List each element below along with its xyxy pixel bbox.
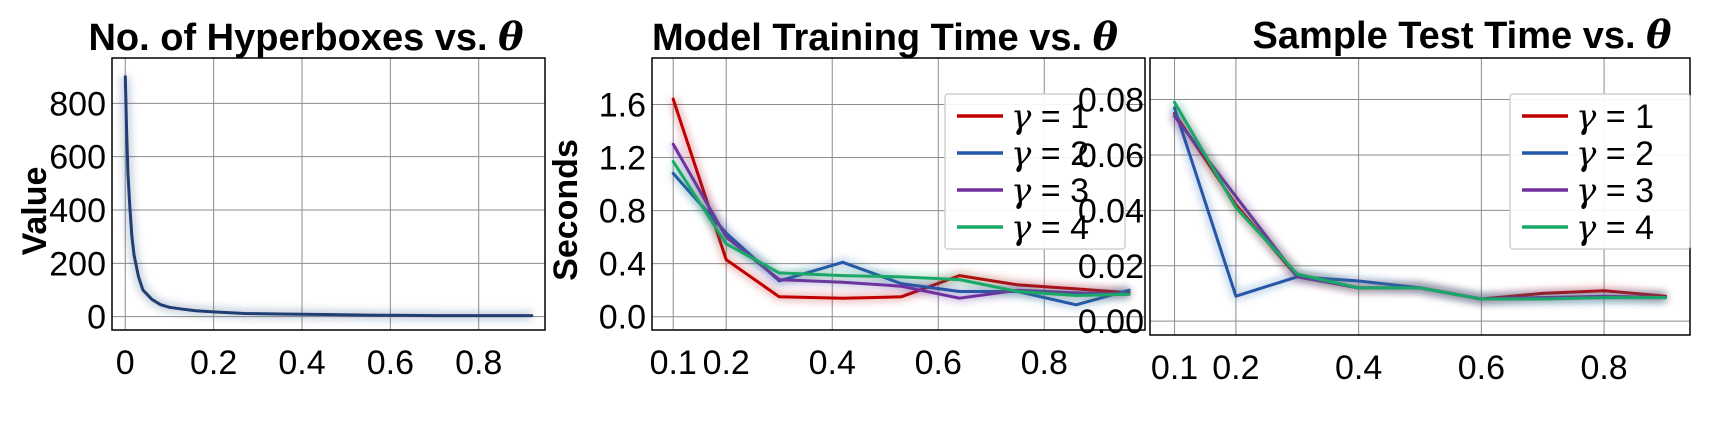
training-time-legend-label-4: γ = 4 bbox=[1011, 208, 1089, 248]
test-time-x-tick-label: 0.2 bbox=[1212, 349, 1259, 387]
hyperboxes-y-tick-label: 600 bbox=[49, 139, 106, 177]
test-time-y-tick-label: 0.02 bbox=[1078, 248, 1144, 286]
test-time-legend-symbol: γ bbox=[1576, 208, 1597, 248]
hyperboxes-x-tick-label: 0.4 bbox=[278, 344, 325, 382]
chart-title-hyperboxes: No. of Hyperboxes vs. θ bbox=[88, 14, 524, 59]
training-time-series-line-1 bbox=[671, 97, 1131, 300]
y-axis-label-training-time: Seconds bbox=[547, 139, 585, 281]
test-time-legend-label-1: γ = 1 bbox=[1576, 97, 1654, 137]
hyperboxes-x-tick-label: 0.8 bbox=[455, 344, 502, 382]
test-time-x-tick-label: 0.6 bbox=[1458, 349, 1505, 387]
training-time-legend-symbol: γ bbox=[1011, 97, 1032, 137]
test-time-legend-label-4: γ = 4 bbox=[1576, 208, 1654, 248]
test-time-legend-value: = 4 bbox=[1596, 209, 1654, 247]
training-time-legend-symbol: γ bbox=[1011, 134, 1032, 174]
training-time-y-tick-label: 1.2 bbox=[599, 140, 646, 178]
test-time-legend: γ = 1γ = 2γ = 3γ = 4 bbox=[1509, 93, 1691, 250]
training-time-legend-value: = 1 bbox=[1031, 98, 1089, 136]
test-time-legend-value: = 1 bbox=[1596, 98, 1654, 136]
test-time-legend-box bbox=[1509, 93, 1691, 250]
test-time-y-tick-label: 0.08 bbox=[1078, 82, 1144, 120]
training-time-legend-value: = 2 bbox=[1031, 135, 1089, 173]
test-time-legend-symbol: γ bbox=[1576, 97, 1597, 137]
training-time-x-tick-label: 0.2 bbox=[703, 344, 750, 382]
training-time-legend-box bbox=[944, 93, 1126, 250]
training-time-y-tick-label: 0.8 bbox=[599, 193, 646, 231]
training-time-x-tick-label: 0.6 bbox=[915, 344, 962, 382]
training-time-y-tick-label: 0.4 bbox=[599, 246, 646, 284]
hyperboxes-x-tick-label: 0 bbox=[116, 344, 135, 382]
test-time-y-tick-label: 0.04 bbox=[1078, 192, 1144, 230]
hyperboxes-y-tick-label: 800 bbox=[49, 85, 106, 123]
test-time-x-tick-label: 0.8 bbox=[1580, 349, 1627, 387]
chart-title-training-time-text: Model Training Time vs. bbox=[652, 17, 1093, 59]
test-time-legend-symbol: γ bbox=[1576, 171, 1597, 211]
training-time-x-tick-label: 0.4 bbox=[809, 344, 856, 382]
training-time-legend-label-1: γ = 1 bbox=[1011, 97, 1089, 137]
chart-title-hyperboxes-theta: θ bbox=[498, 14, 524, 59]
panel-test-time: Sample Test Time vs. θ 0.1 0.2 0.4 0.6 0.80.… bbox=[1078, 12, 1691, 387]
test-time-legend-symbol: γ bbox=[1576, 134, 1597, 174]
hyperboxes-y-tick-label: 0 bbox=[87, 299, 106, 337]
chart-title-test-time-theta: θ bbox=[1646, 12, 1672, 57]
chart-title-training-time-theta: θ bbox=[1093, 14, 1119, 59]
test-time-x-tick-label: 0.1 bbox=[1151, 349, 1198, 387]
hyperboxes-y-tick-label: 200 bbox=[49, 245, 106, 283]
hyperboxes-x-tick-label: 0.2 bbox=[190, 344, 237, 382]
training-time-legend-value: = 4 bbox=[1031, 209, 1089, 247]
plot-area-test-time: 0.1 0.2 0.4 0.6 0.8 0.00 0.02 0.04 0.06 0.08 γ = 1… bbox=[1078, 57, 1691, 387]
training-time-legend-value: = 3 bbox=[1031, 172, 1089, 210]
test-time-legend-label-3: γ = 3 bbox=[1576, 171, 1654, 211]
test-time-series-line-4 bbox=[1173, 100, 1667, 301]
chart-title-training-time: Model Training Time vs. θ bbox=[652, 14, 1119, 59]
chart-title-test-time-text: Sample Test Time vs. bbox=[1253, 15, 1647, 57]
panel-hyperboxes: No. of Hyperboxes vs. θ Value 0 0.2 0.4 0.6… bbox=[16, 14, 546, 382]
hyperboxes-series-glow-1 bbox=[121, 76, 532, 320]
hyperboxes-axes-frame bbox=[111, 57, 546, 331]
training-time-legend-label-3: γ = 3 bbox=[1011, 171, 1089, 211]
training-time-axes-frame bbox=[651, 57, 1146, 331]
training-time-legend-symbol: γ bbox=[1011, 208, 1032, 248]
training-time-series-line-4 bbox=[671, 160, 1131, 297]
training-time-x-tick-label: 0.1 bbox=[650, 344, 697, 382]
hyperboxes-series-line-1 bbox=[123, 75, 534, 318]
test-time-legend-label-2: γ = 2 bbox=[1576, 134, 1654, 174]
test-time-y-tick-label: 0.06 bbox=[1078, 137, 1144, 175]
chart-title-hyperboxes-text: No. of Hyperboxes vs. bbox=[88, 17, 498, 59]
plot-area-hyperboxes: 0 0.2 0.4 0.6 0.8 0 200 400 600 800 bbox=[49, 57, 546, 382]
hyperboxes-y-tick-label: 400 bbox=[49, 192, 106, 230]
chart-title-test-time: Sample Test Time vs. θ bbox=[1253, 12, 1673, 57]
hyperboxes-x-tick-label: 0.6 bbox=[367, 344, 414, 382]
panel-training-time: Model Training Time vs. θ Seconds 0.1 0.2… bbox=[547, 14, 1146, 382]
test-time-x-tick-label: 0.4 bbox=[1335, 349, 1382, 387]
test-time-y-tick-label: 0.00 bbox=[1078, 303, 1144, 341]
training-time-y-tick-label: 1.6 bbox=[599, 86, 646, 124]
y-axis-label-hyperboxes: Value bbox=[16, 167, 54, 256]
training-time-x-tick-label: 0.8 bbox=[1021, 344, 1068, 382]
plot-area-training-time: 0.1 0.2 0.4 0.6 0.80.00.40.81.21.6 γ = 1γ = 2… bbox=[599, 57, 1146, 382]
test-time-legend-value: = 2 bbox=[1596, 135, 1654, 173]
training-time-y-tick-label: 0.0 bbox=[599, 299, 646, 337]
training-time-legend-symbol: γ bbox=[1011, 171, 1032, 211]
training-time-legend-label-2: γ = 2 bbox=[1011, 134, 1089, 174]
test-time-legend-value: = 3 bbox=[1596, 172, 1654, 210]
training-time-legend: γ = 1γ = 2γ = 3γ = 4 bbox=[944, 93, 1126, 250]
